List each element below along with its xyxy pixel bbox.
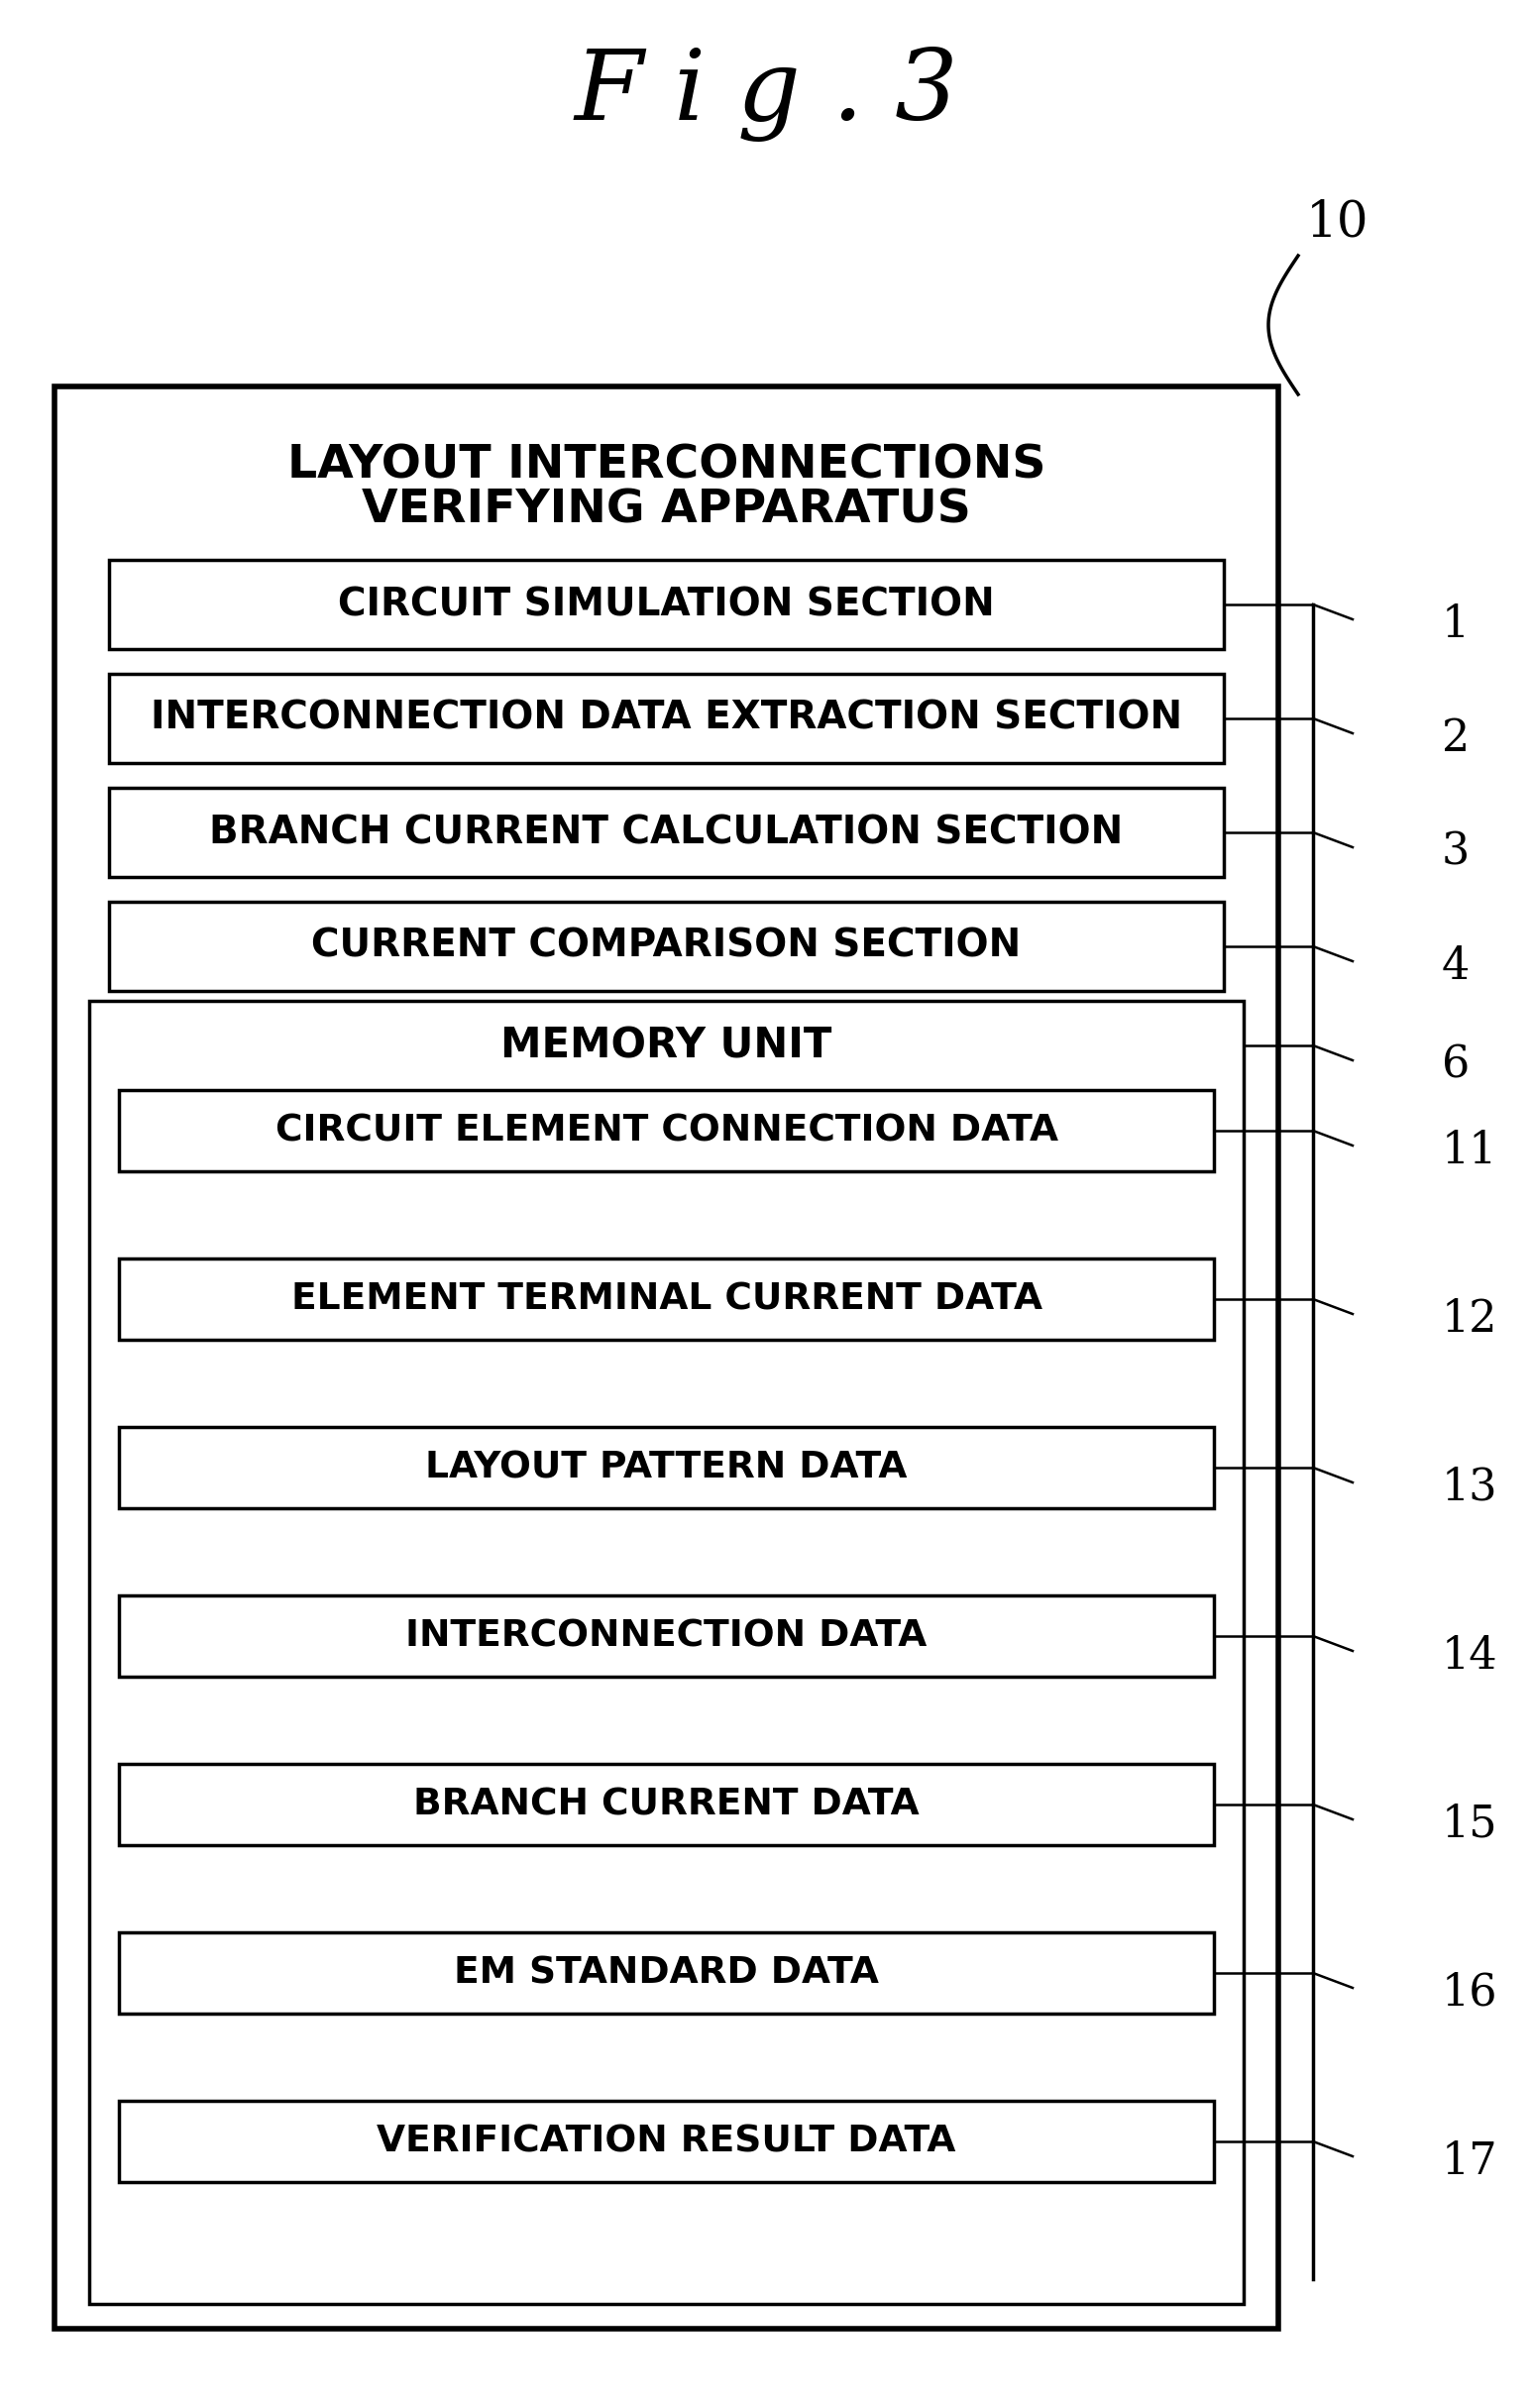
Bar [119,1597,1213,1676]
Text: F i g . 3: F i g . 3 [574,46,958,142]
Text: BRANCH CURRENT DATA: BRANCH CURRENT DATA [414,1787,919,1823]
Bar [119,1091,1213,1170]
Bar [55,385,1278,2329]
Text: LAYOUT INTERCONNECTIONS: LAYOUT INTERCONNECTIONS [286,443,1046,489]
Text: VERIFICATION RESULT DATA: VERIFICATION RESULT DATA [377,2124,956,2160]
Text: INTERCONNECTION DATA: INTERCONNECTION DATA [406,1618,927,1654]
Text: 2: 2 [1442,718,1469,759]
Text: 1: 1 [1442,602,1469,645]
Bar [119,2100,1213,2182]
Text: 3: 3 [1442,831,1469,874]
Text: 13: 13 [1442,1466,1498,1510]
Text: 16: 16 [1442,1972,1498,2013]
Text: MEMORY UNIT: MEMORY UNIT [501,1026,832,1067]
Text: 15: 15 [1442,1804,1498,1845]
Bar [119,1765,1213,1845]
Text: 12: 12 [1442,1298,1498,1341]
Text: VERIFYING APPARATUS: VERIFYING APPARATUS [362,489,971,532]
Bar [119,1428,1213,1507]
Bar [89,1002,1244,2304]
Text: 14: 14 [1442,1635,1498,1678]
Bar [109,674,1224,763]
Text: CURRENT COMPARISON SECTION: CURRENT COMPARISON SECTION [311,927,1022,966]
Bar [109,901,1224,992]
Text: EM STANDARD DATA: EM STANDARD DATA [453,1955,879,1991]
Text: ELEMENT TERMINAL CURRENT DATA: ELEMENT TERMINAL CURRENT DATA [291,1281,1042,1317]
Text: CIRCUIT ELEMENT CONNECTION DATA: CIRCUIT ELEMENT CONNECTION DATA [274,1112,1057,1149]
Text: LAYOUT PATTERN DATA: LAYOUT PATTERN DATA [426,1450,907,1486]
Text: 11: 11 [1442,1129,1498,1173]
Text: INTERCONNECTION DATA EXTRACTION SECTION: INTERCONNECTION DATA EXTRACTION SECTION [150,701,1183,737]
Bar [109,787,1224,877]
Text: 6: 6 [1442,1045,1469,1086]
Text: 10: 10 [1307,197,1370,248]
Text: 17: 17 [1442,2141,1498,2182]
Text: CIRCUIT SIMULATION SECTION: CIRCUIT SIMULATION SECTION [339,585,994,624]
Text: BRANCH CURRENT CALCULATION SECTION: BRANCH CURRENT CALCULATION SECTION [210,814,1123,850]
Bar [119,1931,1213,2013]
Bar [119,1259,1213,1339]
Text: 4: 4 [1442,944,1469,987]
Bar [109,561,1224,650]
